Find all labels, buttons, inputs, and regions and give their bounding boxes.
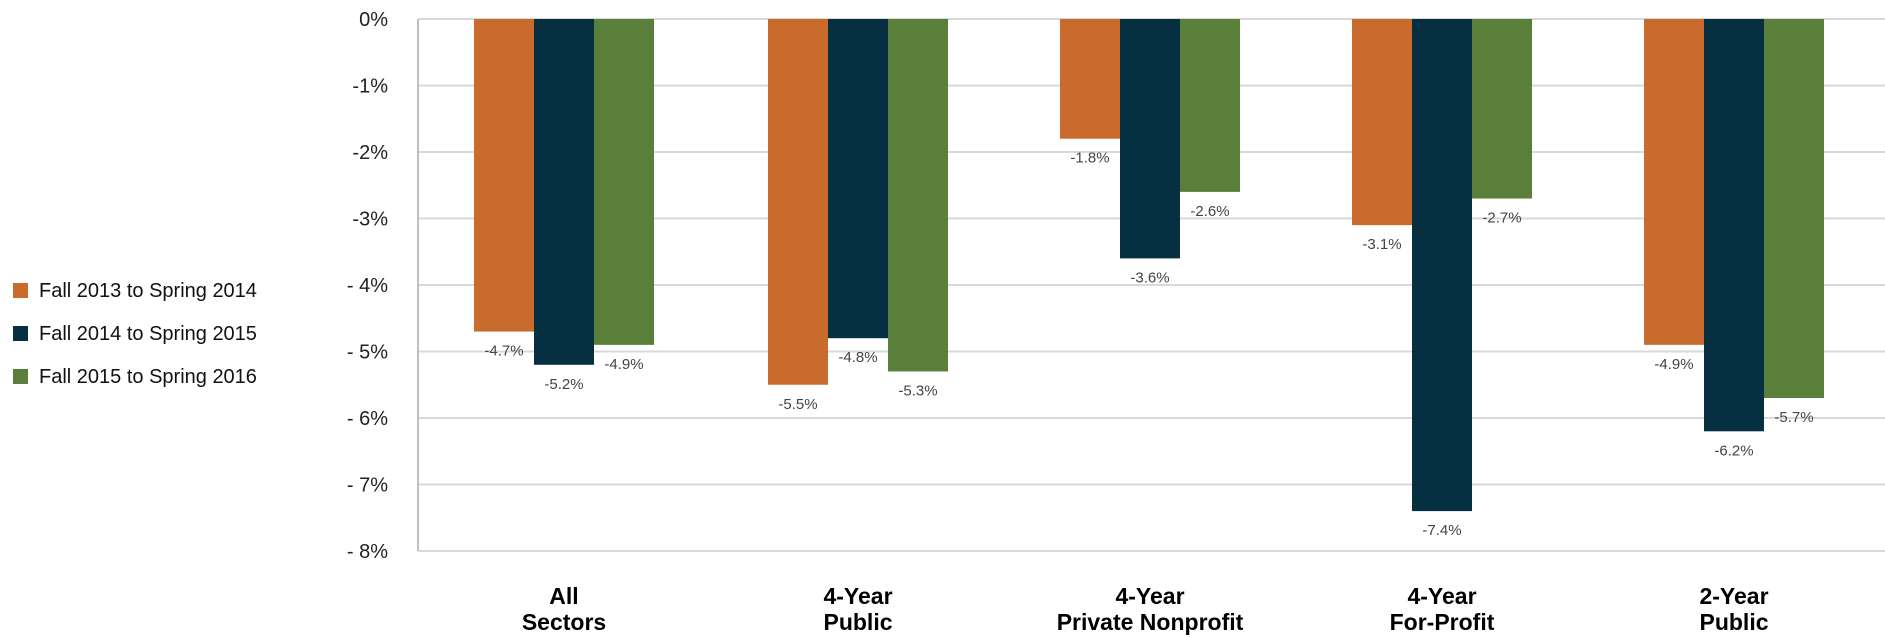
legend-swatch — [13, 369, 28, 384]
bar — [1180, 19, 1240, 192]
y-axis: 0% -1% -2% -3% - 4% - 5% - 6% - 7% - 8% — [347, 9, 419, 563]
bar — [1060, 19, 1120, 139]
data-label: -2.6% — [1190, 203, 1229, 220]
bar — [1120, 19, 1180, 259]
data-label: -2.7% — [1482, 210, 1521, 227]
data-label: -3.6% — [1130, 269, 1169, 286]
legend-label: Fall 2015 to Spring 2016 — [39, 366, 257, 388]
y-tick-label: -2% — [352, 142, 388, 164]
data-label: -7.4% — [1422, 522, 1461, 539]
category-label: Sectors — [522, 609, 606, 635]
y-tick-label: 0% — [359, 9, 388, 31]
category-label: 2-Year — [1699, 583, 1768, 609]
category-label: Public — [823, 609, 892, 635]
data-label: -3.1% — [1362, 236, 1401, 253]
legend: Fall 2013 to Spring 2014 Fall 2014 to Spr… — [13, 280, 257, 388]
y-tick-label: - 6% — [347, 408, 388, 430]
bar — [1644, 19, 1704, 345]
data-label: -1.8% — [1070, 150, 1109, 167]
legend-swatch — [13, 326, 28, 341]
data-label: -4.9% — [604, 356, 643, 373]
bar — [1704, 19, 1764, 432]
bars — [474, 19, 1824, 512]
data-labels: -4.7% -5.5% -1.8% -3.1% -4.9% -5.2% -4.8% -3.6%… — [484, 150, 1813, 539]
bar — [474, 19, 534, 332]
data-label: -4.8% — [838, 349, 877, 366]
legend-label: Fall 2014 to Spring 2015 — [39, 323, 257, 345]
bar — [888, 19, 948, 372]
legend-swatch — [13, 283, 28, 298]
y-tick-label: - 7% — [347, 475, 388, 497]
data-label: -5.2% — [544, 376, 583, 393]
data-label: -5.7% — [1774, 409, 1813, 426]
bar — [1764, 19, 1824, 399]
data-label: -4.9% — [1654, 356, 1693, 373]
data-label: -4.7% — [484, 343, 523, 360]
y-tick-label: -3% — [352, 209, 388, 231]
bar — [1352, 19, 1412, 226]
data-label: -5.3% — [898, 382, 937, 399]
bar — [1412, 19, 1472, 512]
legend-label: Fall 2013 to Spring 2014 — [39, 280, 257, 302]
category-label: All — [549, 583, 578, 609]
bar — [534, 19, 594, 365]
data-label: -6.2% — [1714, 442, 1753, 459]
bar — [1472, 19, 1532, 199]
category-label: Private Nonprofit — [1057, 609, 1244, 635]
bar — [828, 19, 888, 339]
category-label: 4-Year — [823, 583, 892, 609]
gridlines — [418, 18, 1885, 552]
y-tick-label: -1% — [352, 76, 388, 98]
category-label: For-Profit — [1390, 609, 1495, 635]
data-label: -5.5% — [778, 396, 817, 413]
y-tick-label: - 4% — [347, 275, 388, 297]
y-tick-label: - 8% — [347, 541, 388, 563]
bar — [768, 19, 828, 385]
bar — [594, 19, 654, 345]
category-label: 4-Year — [1115, 583, 1184, 609]
category-label: Public — [1699, 609, 1768, 635]
y-tick-label: - 5% — [347, 342, 388, 364]
category-label: 4-Year — [1407, 583, 1476, 609]
